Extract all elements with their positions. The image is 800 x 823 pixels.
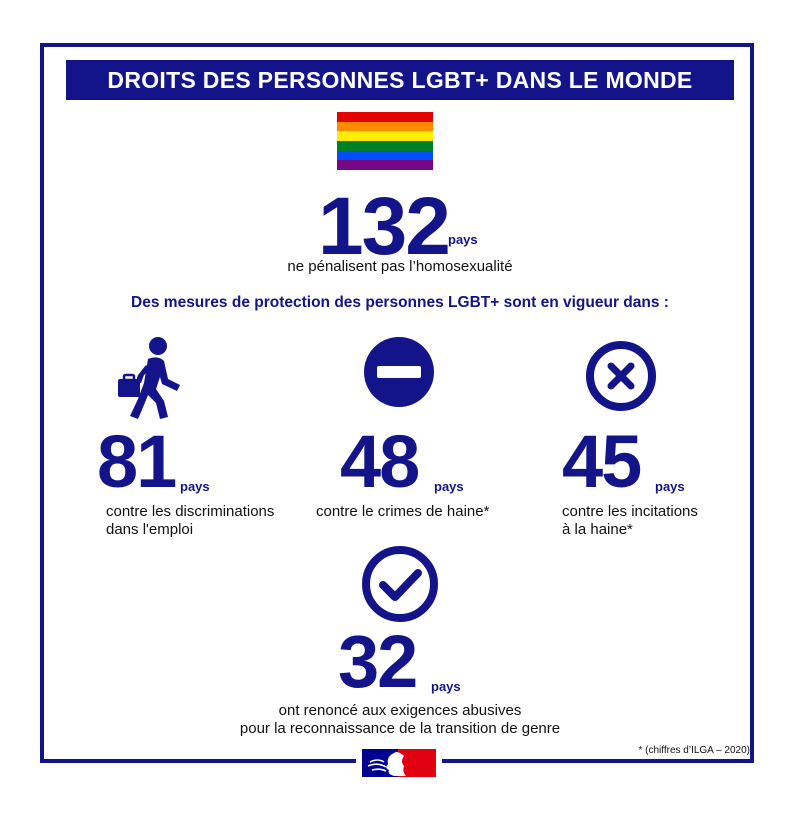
- stat-description-gender-transition: ont renoncé aux exigences abusives pour …: [239, 702, 561, 737]
- no-entry-icon: [364, 337, 434, 407]
- worker-briefcase-icon: [118, 337, 180, 419]
- stat-value-hate-crimes: 48: [340, 420, 420, 503]
- marianne-logo-icon: [362, 749, 436, 777]
- stat-value-gender-transition: 32: [338, 620, 418, 703]
- source-footnote: * (chiffres d’ILGA – 2020): [638, 745, 750, 756]
- page-title: DROITS DES PERSONNES LGBT+ DANS LE MONDE: [66, 60, 734, 100]
- headline-description: ne pénalisent pas l’homosexualité: [287, 258, 513, 275]
- headline-unit: pays: [448, 232, 478, 247]
- stat-description-hate-incitement: contre les incitations à la haine*: [562, 503, 698, 538]
- stat-unit-hate-incitement: pays: [655, 479, 685, 494]
- stat-description-hate-crimes: contre le crimes de haine*: [316, 503, 490, 520]
- marianne-logo: [356, 746, 442, 780]
- stat-unit-employment: pays: [180, 479, 210, 494]
- rainbow-flag-icon: [337, 112, 433, 170]
- stat-value-hate-incitement: 45: [562, 420, 642, 503]
- headline-value: 132: [318, 181, 451, 272]
- section-subtitle: Des mesures de protection des personnes …: [131, 294, 669, 311]
- check-circle-icon: [362, 546, 438, 622]
- stat-description-employment: contre les discriminations dans l'emploi: [106, 503, 275, 538]
- stat-unit-gender-transition: pays: [431, 679, 461, 694]
- cross-circle-icon: [586, 341, 656, 411]
- stat-value-employment: 81: [97, 420, 177, 503]
- stat-unit-hate-crimes: pays: [434, 479, 464, 494]
